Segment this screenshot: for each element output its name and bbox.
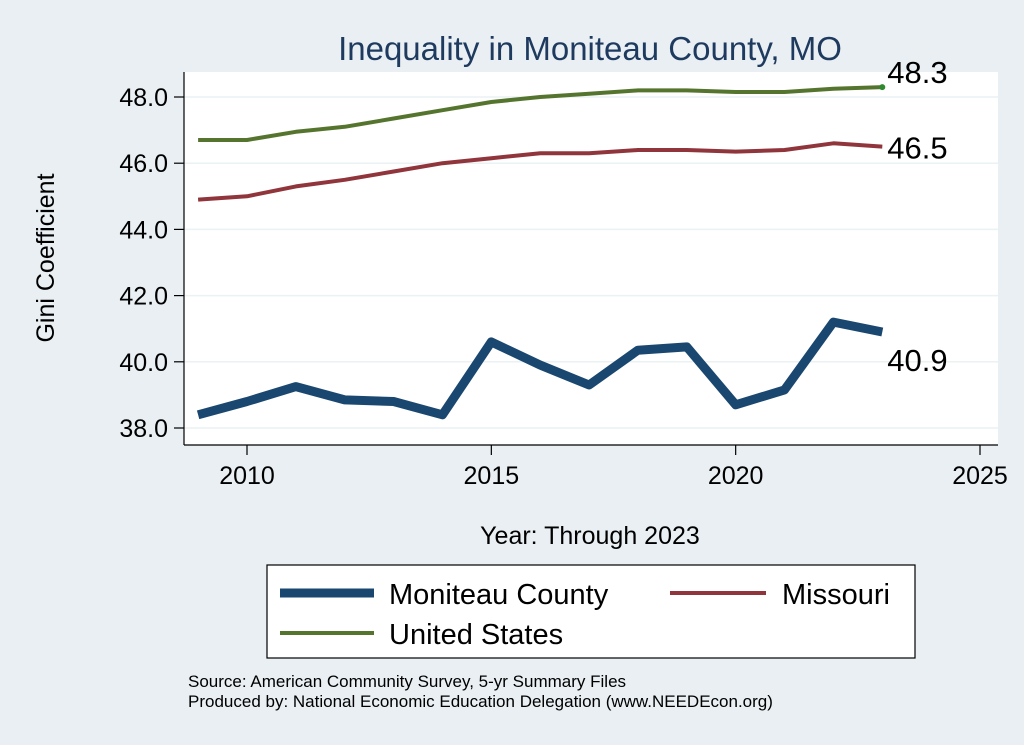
gridlines (184, 96, 998, 429)
legend-label-missouri: Missouri (782, 579, 890, 611)
y-axis-title: Gini Coefficient (32, 173, 60, 342)
series-lines (196, 84, 886, 420)
y-axis-ticks: 38.0 40.0 42.0 44.0 46.0 48.0 (119, 84, 184, 443)
end-label-united-states: 48.3 (887, 55, 947, 90)
end-label-missouri: 46.5 (887, 131, 947, 166)
x-axis-title: Year: Through 2023 (480, 522, 700, 550)
legend-label-moniteau: Moniteau County (389, 579, 609, 611)
x-axis-ticks: 2010 2015 2020 2025 (219, 445, 1008, 490)
y-tick-label: 38.0 (119, 415, 168, 443)
y-tick-label: 48.0 (119, 84, 168, 112)
legend-box (266, 564, 916, 659)
series-line-missouri (197, 141, 883, 202)
end-point-marker (879, 84, 886, 91)
producer-note: Produced by: National Economic Education… (188, 692, 773, 711)
y-tick-label: 42.0 (119, 283, 168, 311)
y-tick-label: 40.0 (119, 349, 168, 377)
y-tick-label: 46.0 (119, 150, 168, 178)
legend-label-us: United States (389, 619, 563, 651)
x-tick-label: 2015 (464, 462, 520, 490)
end-labels: 40.9 46.5 48.3 (887, 55, 947, 378)
x-tick-label: 2010 (219, 462, 275, 490)
legend: Moniteau County Missouri United States (266, 564, 916, 659)
end-label-moniteau-county: 40.9 (887, 343, 947, 378)
x-tick-label: 2025 (952, 462, 1008, 490)
x-tick-label: 2020 (708, 462, 764, 490)
chart-title: Inequality in Moniteau County, MO (338, 30, 842, 67)
y-tick-label: 44.0 (119, 216, 168, 244)
source-note: Source: American Community Survey, 5-yr … (188, 672, 626, 691)
